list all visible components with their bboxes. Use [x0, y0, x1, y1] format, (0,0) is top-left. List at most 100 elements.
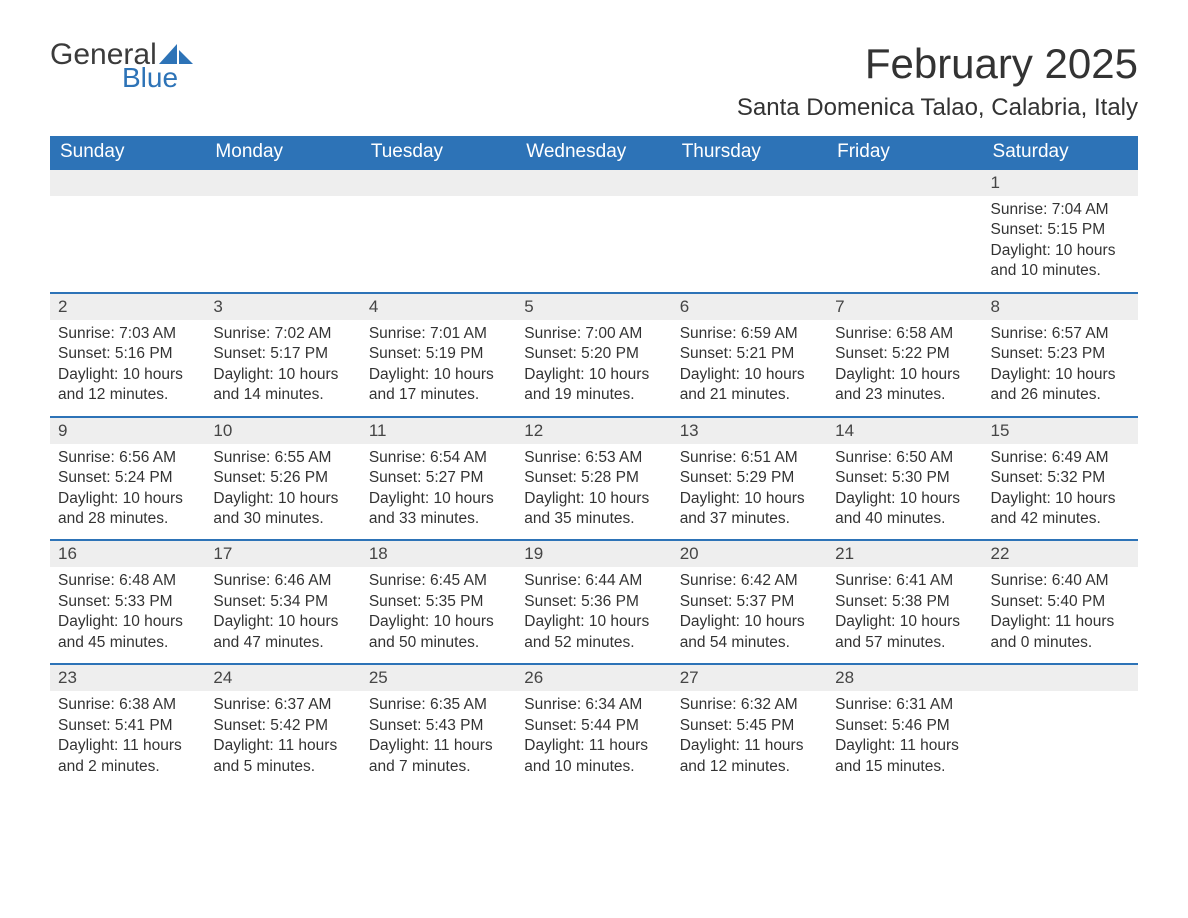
calendar-cell: [983, 663, 1138, 787]
day-number: 21: [827, 539, 982, 567]
sunset-text: Sunset: 5:29 PM: [680, 468, 819, 488]
sunrise-text: Sunrise: 7:02 AM: [213, 324, 352, 344]
day-number: 28: [827, 663, 982, 691]
calendar-cell: 23Sunrise: 6:38 AMSunset: 5:41 PMDayligh…: [50, 663, 205, 787]
day-details: Sunrise: 6:46 AMSunset: 5:34 PMDaylight:…: [205, 567, 360, 653]
daylight-text: Daylight: 10 hours and 52 minutes.: [524, 612, 663, 653]
sunset-text: Sunset: 5:32 PM: [991, 468, 1130, 488]
calendar-cell: 20Sunrise: 6:42 AMSunset: 5:37 PMDayligh…: [672, 539, 827, 663]
day-details: Sunrise: 6:49 AMSunset: 5:32 PMDaylight:…: [983, 444, 1138, 530]
calendar-week-row: 1Sunrise: 7:04 AMSunset: 5:15 PMDaylight…: [50, 168, 1138, 292]
day-details: Sunrise: 6:35 AMSunset: 5:43 PMDaylight:…: [361, 691, 516, 777]
sunrise-text: Sunrise: 6:46 AM: [213, 571, 352, 591]
day-details: Sunrise: 7:00 AMSunset: 5:20 PMDaylight:…: [516, 320, 671, 406]
day-details: Sunrise: 6:54 AMSunset: 5:27 PMDaylight:…: [361, 444, 516, 530]
sunrise-text: Sunrise: 6:58 AM: [835, 324, 974, 344]
calendar-cell: [672, 168, 827, 292]
day-number: 11: [361, 416, 516, 444]
day-number: 7: [827, 292, 982, 320]
calendar-cell: 16Sunrise: 6:48 AMSunset: 5:33 PMDayligh…: [50, 539, 205, 663]
day-details: Sunrise: 6:57 AMSunset: 5:23 PMDaylight:…: [983, 320, 1138, 406]
weekday-header: Monday: [205, 136, 360, 168]
sunrise-text: Sunrise: 7:00 AM: [524, 324, 663, 344]
sunrise-text: Sunrise: 6:55 AM: [213, 448, 352, 468]
calendar-cell: 1Sunrise: 7:04 AMSunset: 5:15 PMDaylight…: [983, 168, 1138, 292]
sunset-text: Sunset: 5:37 PM: [680, 592, 819, 612]
sunset-text: Sunset: 5:19 PM: [369, 344, 508, 364]
daylight-text: Daylight: 11 hours and 12 minutes.: [680, 736, 819, 777]
daylight-text: Daylight: 10 hours and 47 minutes.: [213, 612, 352, 653]
calendar-cell: 7 Sunrise: 6:58 AMSunset: 5:22 PMDaylight…: [827, 292, 982, 416]
sunrise-text: Sunrise: 6:32 AM: [680, 695, 819, 715]
calendar-cell: 19Sunrise: 6:44 AMSunset: 5:36 PMDayligh…: [516, 539, 671, 663]
day-details: Sunrise: 6:38 AMSunset: 5:41 PMDaylight:…: [50, 691, 205, 777]
day-details: Sunrise: 6:48 AMSunset: 5:33 PMDaylight:…: [50, 567, 205, 653]
calendar-cell: 14Sunrise: 6:50 AMSunset: 5:30 PMDayligh…: [827, 416, 982, 540]
daylight-text: Daylight: 10 hours and 50 minutes.: [369, 612, 508, 653]
day-number: [827, 168, 982, 196]
day-number: 1: [983, 168, 1138, 196]
calendar-cell: [827, 168, 982, 292]
sail-icon: [159, 42, 193, 64]
calendar-cell: 12Sunrise: 6:53 AMSunset: 5:28 PMDayligh…: [516, 416, 671, 540]
daylight-text: Daylight: 11 hours and 2 minutes.: [58, 736, 197, 777]
calendar-cell: 22Sunrise: 6:40 AMSunset: 5:40 PMDayligh…: [983, 539, 1138, 663]
day-number: [672, 168, 827, 196]
daylight-text: Daylight: 10 hours and 30 minutes.: [213, 489, 352, 530]
weekday-header: Friday: [827, 136, 982, 168]
calendar-cell: [50, 168, 205, 292]
day-number: [516, 168, 671, 196]
day-number: 20: [672, 539, 827, 567]
day-number: [983, 663, 1138, 691]
calendar-cell: 6Sunrise: 6:59 AMSunset: 5:21 PMDaylight…: [672, 292, 827, 416]
sunset-text: Sunset: 5:16 PM: [58, 344, 197, 364]
day-number: [205, 168, 360, 196]
daylight-text: Daylight: 10 hours and 23 minutes.: [835, 365, 974, 406]
daylight-text: Daylight: 11 hours and 15 minutes.: [835, 736, 974, 777]
calendar-cell: [205, 168, 360, 292]
sunset-text: Sunset: 5:24 PM: [58, 468, 197, 488]
calendar-cell: 10Sunrise: 6:55 AMSunset: 5:26 PMDayligh…: [205, 416, 360, 540]
sunset-text: Sunset: 5:27 PM: [369, 468, 508, 488]
sunrise-text: Sunrise: 6:38 AM: [58, 695, 197, 715]
sunrise-text: Sunrise: 7:01 AM: [369, 324, 508, 344]
daylight-text: Daylight: 10 hours and 17 minutes.: [369, 365, 508, 406]
day-number: 6: [672, 292, 827, 320]
calendar-cell: 2Sunrise: 7:03 AMSunset: 5:16 PMDaylight…: [50, 292, 205, 416]
sunset-text: Sunset: 5:40 PM: [991, 592, 1130, 612]
day-number: 27: [672, 663, 827, 691]
day-details: Sunrise: 6:44 AMSunset: 5:36 PMDaylight:…: [516, 567, 671, 653]
day-number: 22: [983, 539, 1138, 567]
sunset-text: Sunset: 5:33 PM: [58, 592, 197, 612]
day-number: 14: [827, 416, 982, 444]
daylight-text: Daylight: 10 hours and 10 minutes.: [991, 241, 1130, 282]
day-number: 9: [50, 416, 205, 444]
sunrise-text: Sunrise: 6:34 AM: [524, 695, 663, 715]
header-bar: General Blue February 2025 Santa Domenic…: [50, 40, 1138, 122]
day-number: 26: [516, 663, 671, 691]
sunrise-text: Sunrise: 6:35 AM: [369, 695, 508, 715]
sunrise-text: Sunrise: 6:51 AM: [680, 448, 819, 468]
weekday-header: Sunday: [50, 136, 205, 168]
day-number: 17: [205, 539, 360, 567]
calendar-cell: 3Sunrise: 7:02 AMSunset: 5:17 PMDaylight…: [205, 292, 360, 416]
calendar-cell: 17Sunrise: 6:46 AMSunset: 5:34 PMDayligh…: [205, 539, 360, 663]
sunset-text: Sunset: 5:38 PM: [835, 592, 974, 612]
daylight-text: Daylight: 10 hours and 54 minutes.: [680, 612, 819, 653]
calendar-cell: 11Sunrise: 6:54 AMSunset: 5:27 PMDayligh…: [361, 416, 516, 540]
daylight-text: Daylight: 10 hours and 35 minutes.: [524, 489, 663, 530]
day-details: Sunrise: 6:32 AMSunset: 5:45 PMDaylight:…: [672, 691, 827, 777]
sunrise-text: Sunrise: 6:31 AM: [835, 695, 974, 715]
calendar-cell: 21Sunrise: 6:41 AMSunset: 5:38 PMDayligh…: [827, 539, 982, 663]
sunset-text: Sunset: 5:45 PM: [680, 716, 819, 736]
calendar-cell: 25Sunrise: 6:35 AMSunset: 5:43 PMDayligh…: [361, 663, 516, 787]
sunset-text: Sunset: 5:35 PM: [369, 592, 508, 612]
calendar-cell: 27Sunrise: 6:32 AMSunset: 5:45 PMDayligh…: [672, 663, 827, 787]
sunset-text: Sunset: 5:44 PM: [524, 716, 663, 736]
day-details: Sunrise: 7:01 AMSunset: 5:19 PMDaylight:…: [361, 320, 516, 406]
day-number: 19: [516, 539, 671, 567]
sunrise-text: Sunrise: 6:44 AM: [524, 571, 663, 591]
sunset-text: Sunset: 5:22 PM: [835, 344, 974, 364]
calendar-week-row: 23Sunrise: 6:38 AMSunset: 5:41 PMDayligh…: [50, 663, 1138, 787]
daylight-text: Daylight: 10 hours and 28 minutes.: [58, 489, 197, 530]
